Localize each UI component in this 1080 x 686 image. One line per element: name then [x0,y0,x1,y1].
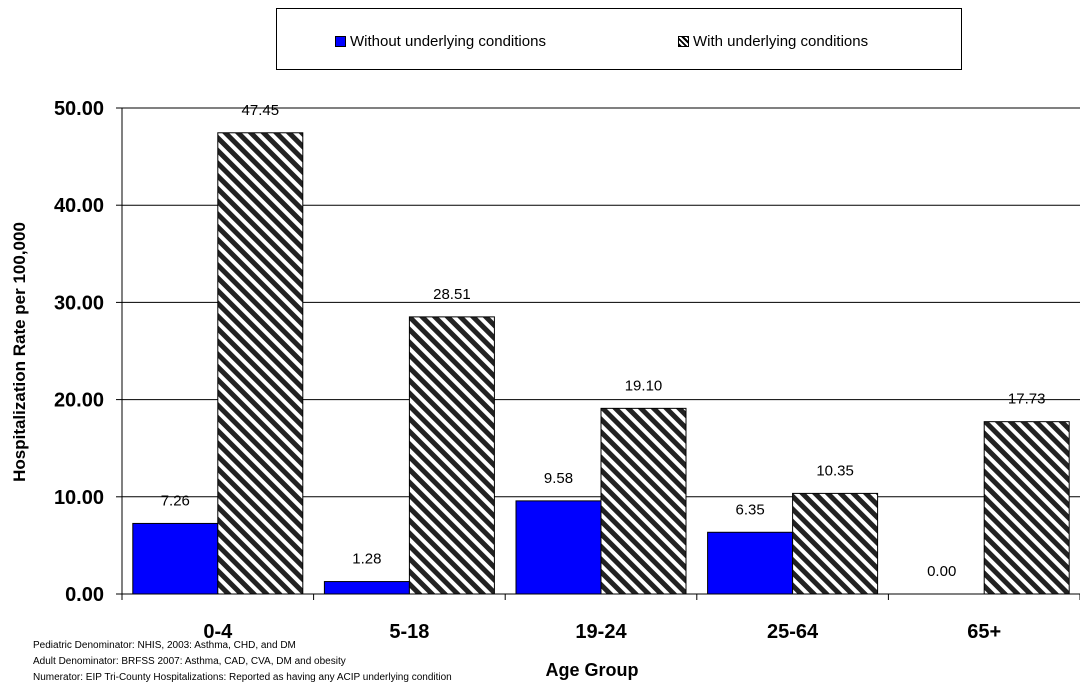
footnote-numerator: Numerator: EIP Tri-County Hospitalizatio… [33,672,452,683]
legend-item-with: With underlying conditions [678,33,868,50]
data-label-with-19-24: 19.10 [625,377,663,394]
x-tick-label-5-18: 5-18 [389,621,429,643]
x-tick-label-0-4: 0-4 [203,621,233,643]
data-label-with-25-64: 10.35 [816,462,854,479]
x-tick-label-25-64: 25-64 [767,621,819,643]
footnote-pediatric: Pediatric Denominator: NHIS, 2003: Asthm… [33,640,296,651]
footnotes: Pediatric Denominator: NHIS, 2003: Asthm… [33,638,452,686]
bar-with-65+ [983,421,1070,595]
data-label-with-65+: 17.73 [1008,391,1046,408]
legend-item-without: Without underlying conditions [335,33,546,50]
bar-without-0-4 [132,522,219,595]
y-tick-label-2: 20.00 [54,390,104,412]
data-label-without-5-18: 1.28 [352,551,381,568]
y-tick-label-4: 40.00 [54,195,104,217]
bar-without-25-64 [707,531,794,595]
axes [116,107,1080,600]
y-tick-label-0: 0.00 [65,584,104,606]
x-axis-title: Age Group [546,660,639,680]
legend-swatch-without [335,36,346,47]
y-tick-label-1: 10.00 [54,487,104,509]
bar-with-19-24 [600,407,687,595]
data-label-without-19-24: 9.58 [544,470,573,487]
x-tick-label-19-24: 19-24 [575,621,627,643]
data-label-with-0-4: 47.45 [242,102,280,119]
data-label-with-5-18: 28.51 [433,286,471,303]
bar-without-5-18 [323,581,410,595]
x-tick-label-65+: 65+ [967,621,1001,643]
bar-without-19-24 [515,500,602,595]
legend-label-with: With underlying conditions [693,33,869,50]
bar-with-25-64 [792,492,879,595]
y-tick-label-3: 30.00 [54,292,104,314]
legend-swatch-with [678,36,689,47]
y-axis-title: Hospitalization Rate per 100,000 [10,222,29,482]
data-label-without-25-64: 6.35 [735,501,764,518]
footnote-adult: Adult Denominator: BRFSS 2007: Asthma, C… [33,656,346,667]
legend-label-without: Without underlying conditions [350,33,546,50]
data-label-without-0-4: 7.26 [161,492,190,509]
data-label-without-65+: 0.00 [927,563,956,580]
legend: Without underlying conditions With under… [276,8,962,70]
labels: 7.26 1.28 9.58 6.35 0.00 47.45 28.51 19.10 10.35… [10,98,1045,680]
y-tick-label-5: 50.00 [54,98,104,120]
bar-with-0-4 [217,132,304,595]
bars [132,132,1070,595]
bar-with-5-18 [408,316,495,595]
